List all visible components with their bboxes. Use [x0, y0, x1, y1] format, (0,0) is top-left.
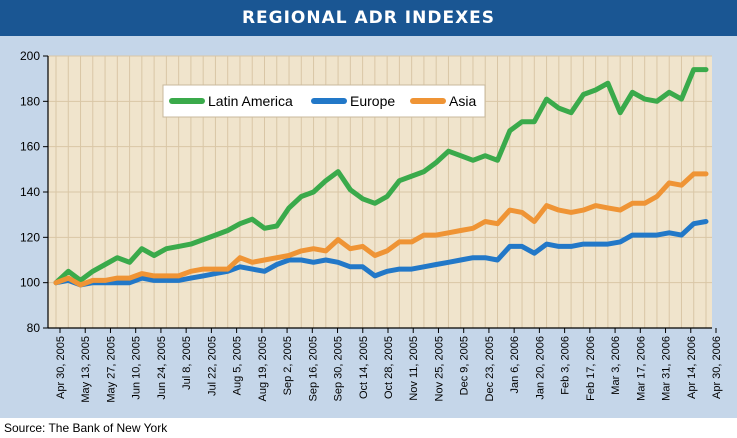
series-lines [53, 67, 709, 288]
x-tick-label: Oct 28, 2005 [383, 336, 395, 399]
x-tick-label: Aug 5, 2005 [232, 336, 244, 395]
x-tick-label: Apr 14, 2006 [686, 336, 698, 399]
x-tick-label: Jan 20, 2006 [534, 336, 546, 400]
x-tick-label: Jan 6, 2006 [509, 336, 521, 394]
x-tick-label: Feb 17, 2006 [585, 336, 597, 401]
y-tick-label: 80 [27, 321, 41, 335]
x-tick-label: Apr 30, 2005 [55, 336, 67, 399]
y-tick-label: 100 [20, 276, 40, 290]
x-tick-label: Oct 14, 2005 [358, 336, 370, 399]
y-tick-label: 140 [20, 185, 40, 199]
x-tick-label: May 27, 2005 [105, 336, 117, 403]
x-tick-label: Jul 22, 2005 [206, 336, 218, 396]
x-tick-label: Sep 16, 2005 [307, 336, 319, 401]
x-tick-label: Jun 24, 2005 [156, 336, 168, 400]
x-tick-label: Aug 19, 2005 [257, 336, 269, 401]
y-tick-label: 180 [20, 94, 40, 108]
y-tick-label: 200 [20, 49, 40, 63]
x-tick-label: Apr 30, 2006 [711, 336, 723, 399]
y-tick-label: 160 [20, 140, 40, 154]
legend-label-europe: Europe [350, 93, 395, 109]
x-tick-label: Sep 2, 2005 [282, 336, 294, 395]
title-bar: REGIONAL ADR INDEXES [0, 0, 737, 36]
x-tick-label: Sep 30, 2005 [333, 336, 345, 401]
x-tick-label: Mar 17, 2006 [635, 336, 647, 401]
legend-label-latin-america: Latin America [208, 93, 293, 109]
x-tick-label: Dec 9, 2005 [459, 336, 471, 395]
x-tick-label: Mar 31, 2006 [661, 336, 673, 401]
x-tick-label: Dec 23, 2005 [484, 336, 496, 401]
series-line-asia [53, 171, 709, 288]
legend-label-asia: Asia [449, 93, 476, 109]
x-tick-label: Jul 8, 2005 [181, 336, 193, 390]
x-tick-label: Feb 3, 2006 [560, 336, 572, 395]
axes: 80 100 120 140 160 180 200 Apr 30, 2005 May 13, … [20, 49, 723, 403]
y-tick-label: 120 [20, 230, 40, 244]
x-tick-label: May 13, 2005 [80, 336, 92, 403]
source-note: Source: The Bank of New York [4, 421, 168, 435]
chart-title: REGIONAL ADR INDEXES [241, 8, 496, 28]
series-line-europe [53, 219, 709, 288]
x-tick-label: Mar 3, 2006 [610, 336, 622, 395]
x-tick-label: Nov 11, 2005 [408, 336, 420, 401]
x-tick-label: Nov 25, 2005 [433, 336, 445, 401]
series-line-latin-america [53, 67, 709, 286]
legend: Latin America Europe Asia [162, 84, 486, 118]
x-tick-label: Jun 10, 2005 [131, 336, 143, 400]
